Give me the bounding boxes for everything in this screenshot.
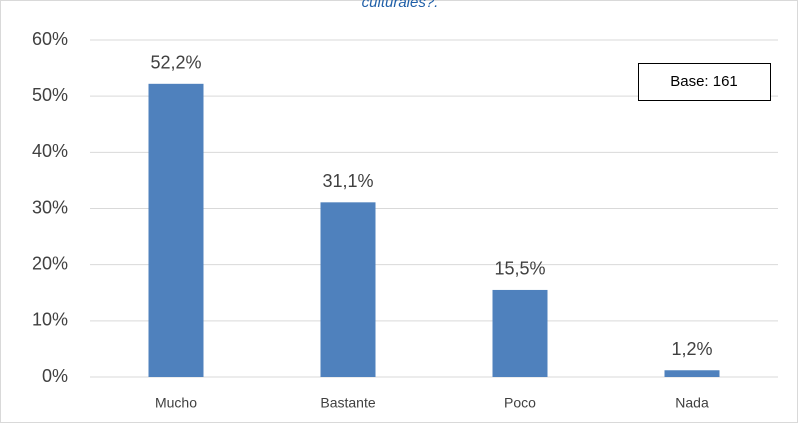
bar: [664, 370, 720, 377]
data-label: 52,2%: [150, 53, 201, 73]
chart-title: culturales?.: [362, 0, 439, 11]
y-tick-label: 0%: [42, 366, 68, 386]
x-tick-label: Nada: [675, 395, 709, 411]
bar: [148, 83, 204, 377]
y-tick-label: 60%: [32, 29, 68, 49]
bar: [492, 289, 548, 377]
data-label: 1,2%: [671, 339, 712, 359]
y-tick-label: 10%: [32, 310, 68, 330]
annotation: Base: 161: [670, 73, 738, 90]
data-label: 31,1%: [322, 171, 373, 191]
y-tick-label: 30%: [32, 197, 68, 217]
y-tick-label: 50%: [32, 85, 68, 105]
x-tick-label: Poco: [504, 395, 536, 411]
y-tick-label: 40%: [32, 141, 68, 161]
data-label: 15,5%: [494, 259, 545, 279]
annotation-box: [638, 63, 771, 101]
y-tick-label: 20%: [32, 253, 68, 273]
x-tick-label: Mucho: [155, 395, 197, 411]
x-tick-label: Bastante: [320, 395, 375, 411]
bar: [320, 202, 376, 377]
